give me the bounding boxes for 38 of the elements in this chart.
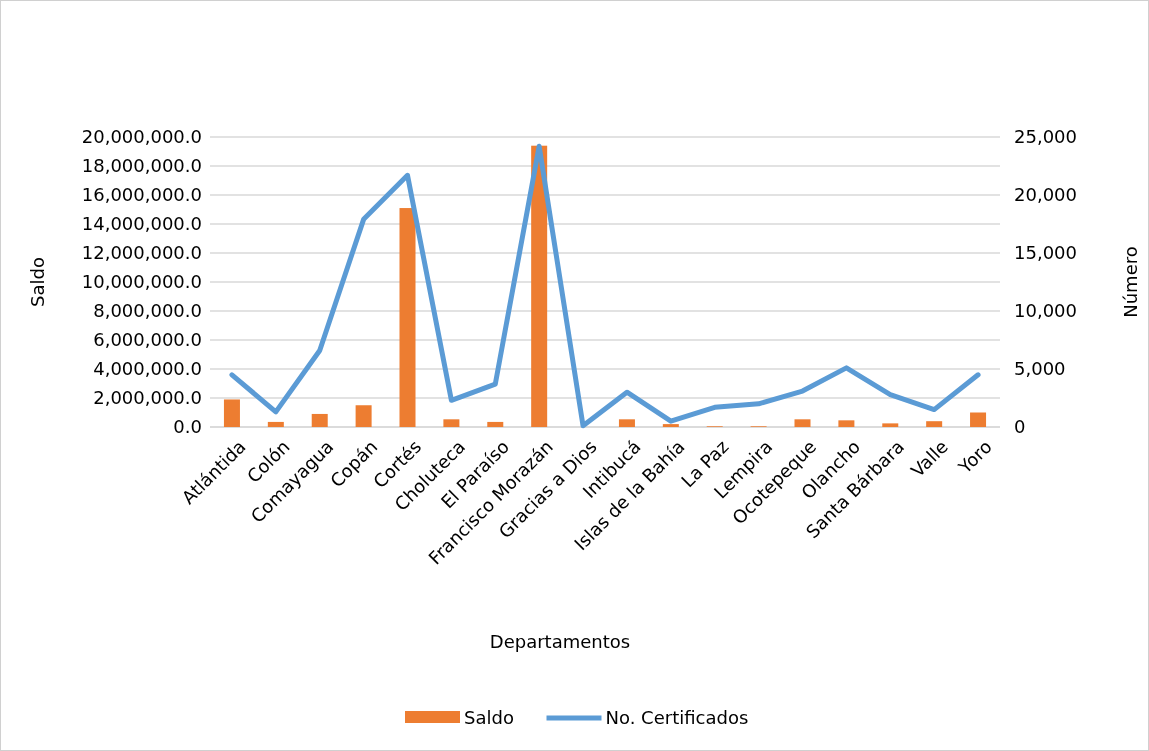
y2-tick-label: 20,000: [1014, 184, 1077, 206]
legend-label: No. Certificados: [605, 707, 749, 729]
bar: [487, 421, 504, 427]
y-tick-label: 14,000,000.0: [81, 213, 202, 235]
y2-tick-label: 15,000: [1014, 242, 1077, 264]
bar: [223, 399, 240, 427]
y-tick-label: 0.0: [173, 416, 202, 438]
y2-tick-label: 10,000: [1014, 300, 1077, 322]
bar: [267, 421, 284, 427]
bar: [531, 145, 548, 427]
bar: [399, 208, 416, 427]
bar: [838, 420, 855, 427]
x-tick-label: Yoro: [953, 435, 996, 479]
bar: [355, 405, 372, 427]
bar: [926, 421, 943, 427]
legend-label: Saldo: [464, 707, 514, 729]
bar: [970, 412, 987, 427]
bar: [311, 413, 328, 427]
bar: [443, 419, 460, 427]
y2-axis-title: Número: [1119, 246, 1141, 318]
y2-tick-label: 25,000: [1014, 126, 1077, 148]
y-axis-title: Saldo: [27, 257, 48, 307]
y-tick-label: 16,000,000.0: [81, 184, 202, 206]
bar: [882, 423, 899, 427]
y-tick-label: 8,000,000.0: [93, 300, 202, 322]
y2-tick-label: 5,000: [1014, 358, 1066, 380]
y-tick-label: 10,000,000.0: [81, 271, 202, 293]
bar: [662, 424, 679, 427]
y-tick-label: 2,000,000.0: [93, 387, 202, 409]
y-tick-label: 4,000,000.0: [93, 358, 202, 380]
y-tick-label: 20,000,000.0: [81, 126, 202, 148]
x-axis-title: Departamentos: [489, 631, 631, 652]
y-tick-label: 6,000,000.0: [93, 329, 202, 351]
y-tick-label: 18,000,000.0: [81, 155, 202, 177]
bar: [618, 419, 635, 427]
y2-tick-label: 0: [1014, 416, 1026, 438]
bar: [794, 419, 811, 427]
y-tick-label: 12,000,000.0: [81, 242, 202, 264]
